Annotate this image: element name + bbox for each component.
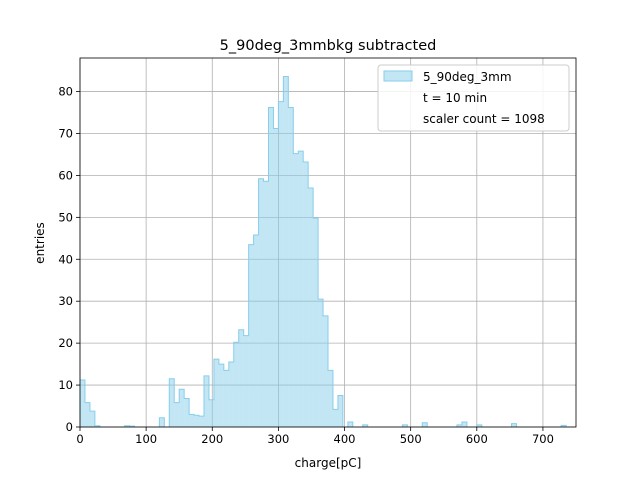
histogram-bar	[456, 424, 462, 427]
histogram-bar	[313, 218, 319, 427]
legend: 5_90deg_3mm t = 10 min scaler count = 10…	[377, 64, 570, 132]
legend-series-label: 5_90deg_3mm	[423, 70, 512, 84]
histogram-bar	[268, 107, 274, 427]
histogram-bar	[332, 409, 338, 427]
x-tick-label: 300	[267, 432, 289, 446]
y-axis-label: entries	[33, 222, 47, 264]
histogram-bar	[318, 299, 324, 427]
histogram-bar	[199, 416, 204, 427]
legend-swatch	[383, 70, 413, 82]
histogram-bar	[124, 425, 130, 427]
histogram-bar	[298, 151, 304, 428]
histogram-bar	[461, 421, 467, 427]
y-tick-label: 70	[58, 126, 73, 140]
legend-scaler-count-text: scaler count = 1098	[423, 112, 545, 126]
y-tick-label: 20	[58, 336, 73, 350]
histogram-bar	[228, 362, 234, 427]
histogram-bar	[174, 402, 180, 427]
x-tick-label: 500	[400, 432, 422, 446]
histogram-bar	[328, 370, 333, 427]
y-tick-label: 30	[58, 294, 73, 308]
histogram-bar	[258, 178, 264, 427]
histogram-bar	[169, 378, 175, 427]
x-tick-label: 0	[76, 432, 83, 446]
y-tick-label: 60	[58, 168, 73, 182]
histogram-bar	[194, 415, 200, 427]
histogram-bar	[273, 128, 279, 428]
axes-frame	[79, 57, 577, 428]
histogram-bar	[189, 414, 195, 427]
histogram-bar	[80, 380, 85, 427]
histogram-bar	[159, 417, 165, 427]
histogram-bar	[84, 402, 90, 427]
histogram-bar	[204, 375, 209, 427]
legend-duration-text: t = 10 min	[423, 91, 487, 105]
histogram-bar	[337, 395, 343, 427]
histogram-bar	[561, 425, 567, 427]
histogram-bar	[278, 101, 284, 427]
chart-title: 5_90deg_3mmbkg subtracted	[220, 38, 437, 54]
bars-layer	[79, 75, 567, 428]
x-axis-label: charge[pC]	[295, 456, 362, 470]
histogram-bar	[323, 315, 328, 427]
histogram-bar	[347, 421, 353, 427]
histogram-bar	[89, 411, 95, 427]
histogram-bar	[293, 153, 299, 427]
y-tick-label: 80	[58, 85, 73, 99]
x-tick-label: 700	[532, 432, 554, 446]
y-tick-label: 0	[66, 420, 73, 434]
ticks-layer: 0 100 200 300 400 500 600 700 0 10 20 30 40 50 60 70 80	[58, 85, 554, 446]
histogram-bar	[253, 234, 259, 427]
x-tick-label: 600	[466, 432, 488, 446]
histogram-bar	[476, 424, 482, 427]
histogram-bar	[208, 399, 214, 427]
histogram-bar	[184, 398, 190, 427]
histogram-bar	[213, 359, 219, 427]
histogram-bar	[303, 161, 309, 427]
histogram-bar	[94, 425, 100, 427]
y-tick-label: 10	[58, 378, 73, 392]
histogram-bar	[362, 424, 368, 427]
histogram-bar	[283, 76, 289, 427]
histogram-outline	[79, 75, 567, 427]
histogram-bar	[179, 389, 185, 427]
x-tick-label: 100	[135, 432, 157, 446]
x-tick-label: 400	[334, 432, 356, 446]
histogram-bar	[402, 424, 408, 427]
y-tick-label: 40	[58, 252, 73, 266]
histogram-bar	[422, 422, 428, 427]
y-tick-label: 50	[58, 210, 73, 224]
histogram-bar	[288, 107, 294, 427]
histogram-bar	[263, 181, 269, 427]
histogram-bar	[223, 370, 229, 427]
legend-box	[377, 64, 570, 132]
histogram-bar	[233, 342, 239, 427]
histogram-bar	[248, 244, 254, 427]
histogram-bar	[243, 335, 249, 427]
histogram-bar	[511, 423, 517, 427]
histogram-bar	[238, 329, 244, 427]
x-tick-label: 200	[201, 432, 223, 446]
histogram-bar	[308, 187, 314, 427]
histogram-bar	[218, 364, 224, 427]
